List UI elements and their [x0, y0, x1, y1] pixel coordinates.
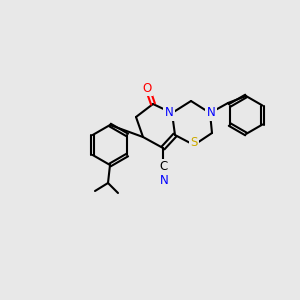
Text: S: S [190, 136, 198, 149]
Text: N: N [165, 106, 173, 119]
Text: N: N [207, 106, 215, 119]
Text: O: O [142, 82, 152, 94]
Text: N: N [160, 175, 168, 188]
Text: C: C [160, 160, 168, 173]
